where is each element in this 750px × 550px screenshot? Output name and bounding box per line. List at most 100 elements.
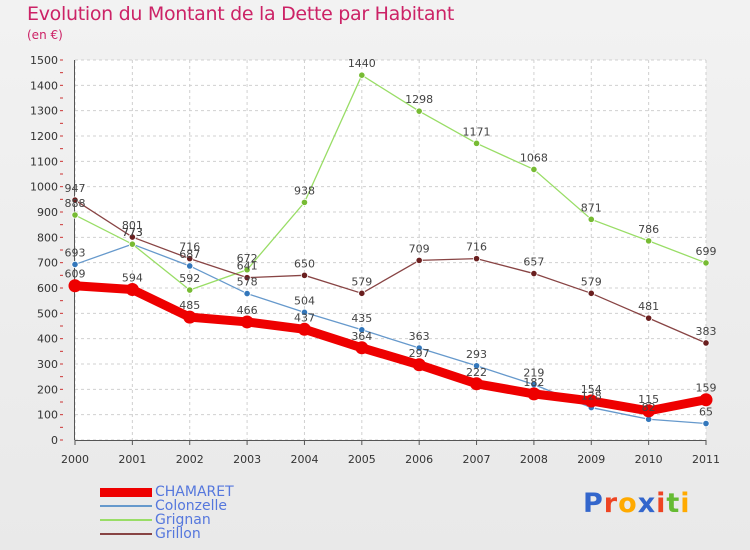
data-label-colonzelle: 435 (351, 312, 372, 325)
data-label-chamaret: 364 (351, 330, 372, 343)
data-point-colonzelle (186, 262, 194, 270)
data-point-grillon (186, 255, 194, 263)
data-label-chamaret: 609 (65, 268, 86, 281)
chart-subtitle: (en €) (27, 28, 63, 42)
data-point-chamaret (355, 341, 369, 355)
data-label-grillon: 579 (581, 275, 602, 288)
data-label-grignan: 871 (581, 201, 602, 214)
data-label-grignan: 938 (294, 184, 315, 197)
y-tick-label: 1000 (30, 181, 58, 194)
logo-letter: o (618, 488, 638, 519)
logo-letter: x (637, 488, 657, 519)
y-tick-label: 500 (37, 307, 58, 320)
x-tick-label: 2005 (348, 453, 376, 466)
x-tick-label: 2001 (118, 453, 146, 466)
y-tick-label: 0 (51, 434, 58, 447)
data-point-grillon (300, 271, 309, 279)
data-point-chamaret (68, 279, 82, 293)
data-point-grillon (358, 289, 366, 297)
chart-title: Evolution du Montant de la Dette par Hab… (27, 3, 455, 25)
logo-letter: i (656, 488, 667, 519)
data-point-grignan (530, 165, 538, 174)
data-label-chamaret: 297 (409, 347, 430, 360)
data-label-grillon: 383 (696, 325, 717, 338)
data-point-grillon (243, 274, 251, 282)
data-label-colonzelle: 82 (642, 401, 656, 414)
data-label-colonzelle: 363 (409, 330, 430, 343)
data-label-grillon: 716 (466, 241, 487, 254)
x-tick-label: 2008 (520, 453, 548, 466)
data-point-chamaret (699, 393, 713, 407)
data-point-colonzelle (472, 362, 481, 370)
data-label-grillon: 641 (237, 260, 258, 273)
data-label-colonzelle: 578 (237, 276, 258, 289)
data-label-chamaret: 594 (122, 272, 143, 285)
data-point-chamaret (183, 310, 197, 324)
data-point-chamaret (240, 315, 254, 329)
data-point-grignan (186, 286, 194, 294)
data-point-grillon (415, 256, 423, 264)
legend-swatch (100, 519, 152, 521)
data-label-grillon: 947 (65, 182, 86, 195)
x-tick-label: 2000 (61, 453, 89, 466)
y-tick-label: 200 (37, 383, 58, 396)
data-point-colonzelle (300, 308, 309, 316)
data-point-grignan (358, 71, 366, 79)
data-point-grillon (645, 314, 653, 322)
data-point-grignan (645, 237, 653, 245)
data-point-grignan (300, 198, 309, 206)
x-tick-label: 2009 (577, 453, 605, 466)
legend-label: Colonzelle (155, 498, 228, 514)
data-label-grignan: 773 (122, 226, 143, 239)
x-tick-label: 2003 (233, 453, 261, 466)
x-tick-label: 2002 (176, 453, 204, 466)
series-line-colonzelle (74, 243, 707, 425)
x-tick-label: 2011 (692, 453, 720, 466)
data-point-grillon (128, 233, 136, 241)
legend-label: Grillon (155, 526, 201, 542)
series-line-grillon (74, 199, 707, 344)
data-label-grillon: 709 (409, 242, 430, 255)
brand-logo: Proxiti (583, 488, 691, 519)
y-tick-label: 300 (37, 358, 58, 371)
data-label-grillon: 801 (122, 219, 143, 232)
data-label-grignan: 1440 (348, 57, 376, 70)
data-label-chamaret: 466 (237, 304, 258, 317)
data-label-colonzelle: 687 (179, 248, 200, 261)
data-point-grignan (472, 139, 481, 147)
logo-letter: r (603, 488, 619, 519)
data-point-chamaret (297, 322, 311, 336)
data-point-colonzelle (702, 419, 710, 428)
y-tick-label: 700 (37, 257, 58, 270)
y-tick-label: 1400 (30, 79, 58, 92)
data-point-chamaret (125, 283, 139, 297)
y-tick-label: 1100 (30, 155, 58, 168)
x-tick-label: 2006 (405, 453, 433, 466)
data-label-colonzelle: 693 (65, 246, 86, 259)
data-label-colonzelle: 293 (466, 348, 487, 361)
logo-letter: P (583, 488, 604, 519)
y-tick-label: 1200 (30, 130, 58, 143)
data-label-grignan: 1171 (463, 125, 491, 138)
data-label-grignan: 1068 (520, 151, 548, 164)
y-tick-label: 1500 (30, 54, 58, 67)
data-point-grillon (530, 269, 538, 278)
legend-label: Grignan (155, 512, 211, 528)
data-point-chamaret (412, 358, 426, 372)
y-tick-label: 1300 (30, 105, 58, 118)
data-label-grignan: 786 (638, 223, 659, 236)
data-label-grignan: 672 (237, 252, 258, 265)
data-label-colonzelle: 773 (122, 226, 143, 239)
data-label-grignan: 888 (65, 197, 86, 210)
data-label-grillon: 657 (523, 256, 544, 269)
y-tick-label: 900 (37, 206, 58, 219)
logo-letter: i (680, 488, 691, 519)
data-point-chamaret (470, 377, 484, 391)
data-point-grillon (587, 289, 595, 297)
x-tick-label: 2004 (290, 453, 318, 466)
data-label-grignan: 699 (696, 245, 717, 258)
legend-label: CHAMARET (155, 484, 234, 500)
data-point-grignan (71, 211, 79, 219)
data-point-grillon (71, 196, 79, 204)
